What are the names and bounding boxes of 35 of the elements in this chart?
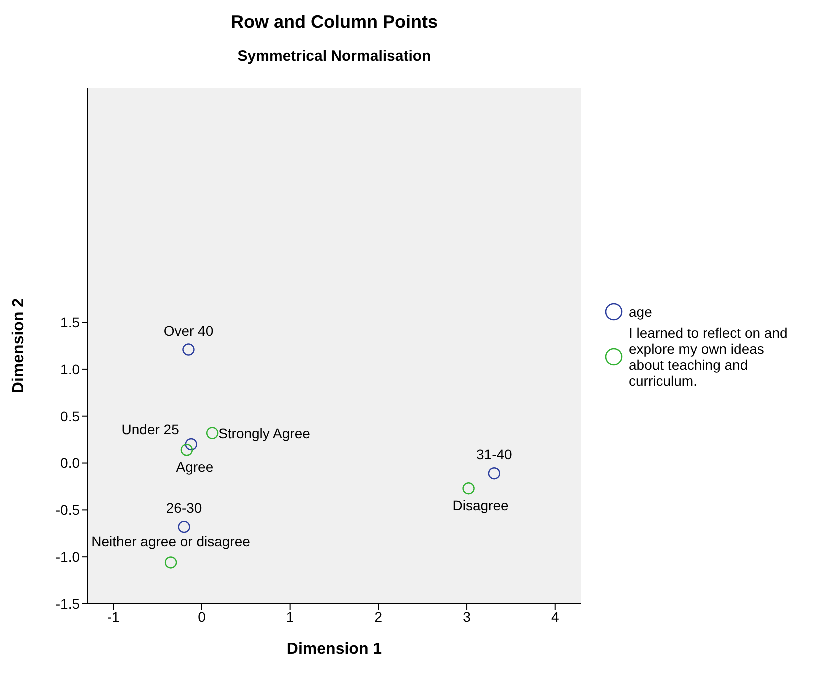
y-tick-label: 1.0 [60,361,80,378]
y-axis-title: Dimension 2 [10,298,28,394]
y-tick-label: -1.0 [56,549,80,566]
x-tick-label: -1 [107,608,120,625]
point [488,467,501,480]
annotation: Strongly Agree [218,425,311,442]
x-tick-label: 2 [374,608,383,625]
annotation: Disagree [452,498,510,514]
x-tick-label: 3 [463,608,472,625]
annotation: 26-30 [166,500,202,516]
point [185,438,198,451]
y-tick-label: -0.5 [56,502,80,518]
x-tick-label: 0 [198,608,206,625]
annotation: Over 40 [164,322,214,339]
annotation: Under 25 [122,422,180,438]
chart-title: Row and Column Points [230,12,439,33]
point [164,556,178,569]
y-tick-label: 0.0 [60,455,80,472]
chart-subtitle: Symmetrical Normalisation [236,48,432,65]
x-axis-title: Dimension 1 [286,641,382,658]
y-tick-label: -1.5 [56,596,80,612]
legend-label: age [629,304,652,320]
x-tick-label: 4 [551,608,560,625]
point [182,344,195,356]
y-tick-label: 0.5 [60,408,80,424]
point [180,444,194,456]
x-tick-label: 1 [286,608,294,625]
y-tick-label: 1.5 [60,314,80,331]
point [178,520,190,534]
annotation: 31-40 [476,446,513,463]
annotation: Agree [176,459,214,476]
annotation: Neither agree or disagree [92,534,251,550]
point [462,482,475,495]
point [206,427,219,440]
legend-label: I learned to reflect on and explore my own ideas about teaching and curriculum. [629,325,789,389]
